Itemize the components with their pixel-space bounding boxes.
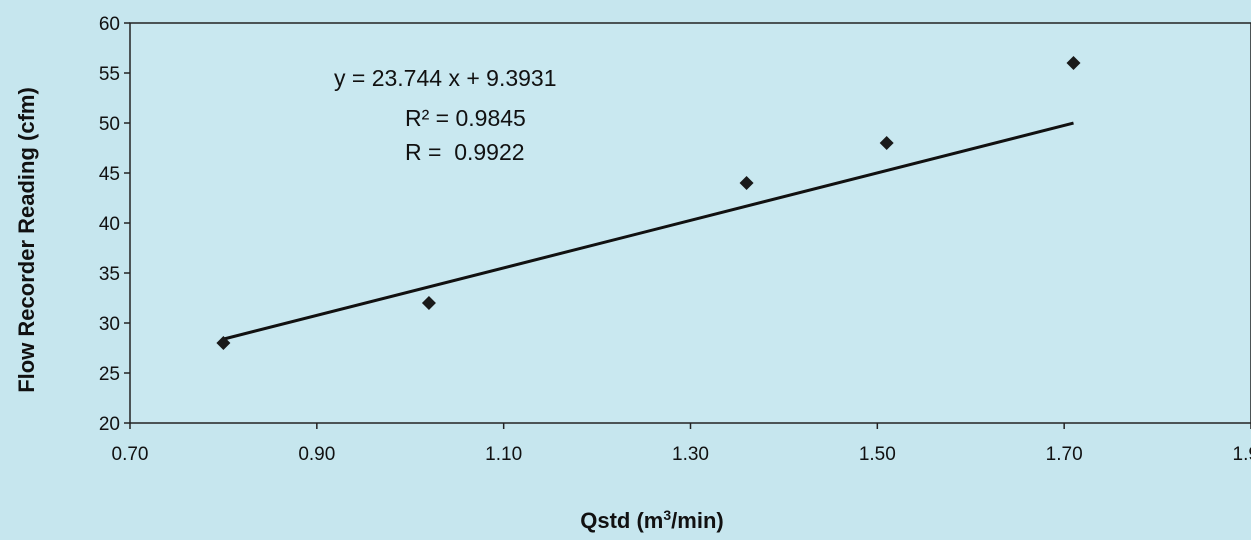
- x-tick-label: 1.90: [1233, 444, 1251, 465]
- y-axis-title: Flow Recorder Reading (cfm): [14, 87, 39, 393]
- y-tick-label: 50: [99, 114, 120, 135]
- plot-area: [129, 22, 1251, 424]
- x-tick-label: 0.90: [298, 444, 335, 465]
- x-axis-ticks: 0.70 0.90 1.10 1.30 1.50 1.70 1.90: [112, 423, 1251, 465]
- x-tick-label: 1.30: [672, 444, 709, 465]
- trendline: [223, 121, 1074, 341]
- data-point-diamond: [1066, 56, 1081, 70]
- data-points: [216, 56, 1081, 350]
- data-point-diamond: [216, 336, 231, 350]
- y-tick-label: 20: [99, 414, 120, 435]
- y-tick-label: 60: [99, 14, 120, 35]
- regression-annotations: y = 23.744 x + 9.3931 R² = 0.9845 R = 0.…: [334, 65, 557, 165]
- data-point-diamond: [739, 176, 754, 190]
- y-tick-label: 55: [99, 64, 120, 85]
- y-tick-label: 30: [99, 314, 120, 335]
- x-tick-label: 1.10: [485, 444, 522, 465]
- data-point-diamond: [879, 136, 894, 150]
- y-tick-label: 45: [99, 164, 120, 185]
- y-tick-label: 25: [99, 364, 120, 385]
- y-axis-ticks: 20 25 30 35 40 45 50 55 60: [99, 14, 130, 435]
- r-squared-label: R² = 0.9845: [405, 105, 526, 131]
- y-tick-label: 40: [99, 214, 120, 235]
- x-tick-label: 1.50: [859, 444, 896, 465]
- x-tick-label: 1.70: [1046, 444, 1083, 465]
- x-tick-label: 0.70: [112, 444, 149, 465]
- data-point-diamond: [421, 296, 436, 310]
- x-axis-title: Qstd (m3/min): [580, 507, 723, 533]
- equation-label: y = 23.744 x + 9.3931: [334, 65, 557, 91]
- r-label: R = 0.9922: [405, 139, 525, 165]
- y-tick-label: 35: [99, 264, 120, 285]
